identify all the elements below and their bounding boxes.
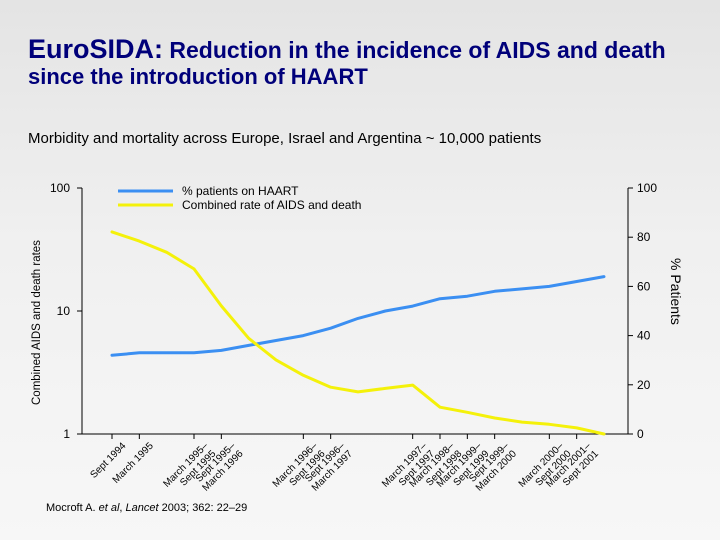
citation-authors: Mocroft A. <box>46 502 96 514</box>
legend-label: % patients on HAART <box>182 184 299 198</box>
citation-journal: Lancet <box>125 502 159 514</box>
page-title-line2: since the introduction of HAART <box>28 64 368 89</box>
y-left-tick-label: 100 <box>50 181 70 195</box>
y-right-tick-label: 40 <box>637 329 651 343</box>
page-title: EuroSIDA: Reduction in the incidence of … <box>28 34 666 65</box>
y-right-tick-label: 0 <box>637 427 644 441</box>
citation: Mocroft A. et al, Lancet 2003; 362: 22–2… <box>46 502 248 514</box>
axes: 1 10 100 0 20 40 60 80 100 <box>50 181 657 441</box>
y-left-axis-label: Combined AIDS and death rates <box>31 240 43 405</box>
y-right-tick-label: 80 <box>637 230 651 244</box>
subtitle: Morbidity and mortality across Europe, I… <box>28 130 542 147</box>
y-left-tick-label: 1 <box>63 427 70 441</box>
title-brand: EuroSIDA: <box>28 34 163 64</box>
y-right-axis-label: % Patients <box>668 258 684 325</box>
y-right-tick-label: 20 <box>637 378 651 392</box>
citation-etal: et al <box>98 502 120 514</box>
haart-percent-line <box>110 275 606 357</box>
y-right-tick-label: 100 <box>637 181 657 195</box>
y-left-tick-label: 10 <box>57 304 71 318</box>
series-lines <box>110 230 606 436</box>
legend-label: Combined rate of AIDS and death <box>182 198 361 212</box>
citation-ref: 2003; 362: 22–29 <box>161 502 248 514</box>
title-rest: Reduction in the incidence of AIDS and d… <box>169 37 666 63</box>
y-right-tick-label: 60 <box>637 279 651 293</box>
aids-death-rate-line <box>110 230 606 436</box>
